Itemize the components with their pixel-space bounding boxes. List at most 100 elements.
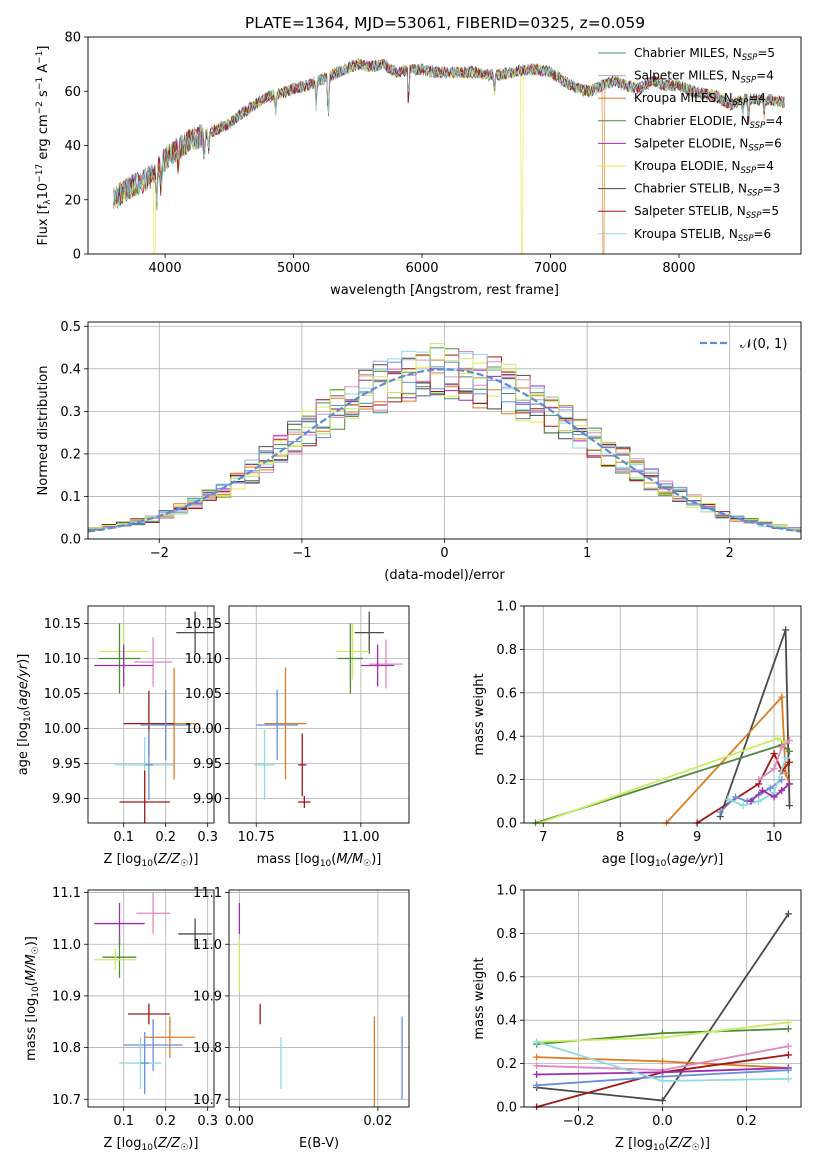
label-part: ☉ [180,859,188,869]
weight-series-marker [784,1075,792,1083]
legend-label-text: Salpeter ELODIE, N [634,136,748,150]
weight_vs_Z-series [533,910,792,1110]
y-tick-label: 0.4 [496,1014,517,1029]
y-tick-label: 0.3 [60,405,81,420]
label-part: A [36,64,51,77]
y-tick-label: 0.5 [60,320,81,335]
label-part: 10 [141,859,153,869]
errorbar-point [360,644,395,687]
weight_vs_Z-axes: −0.2 0.0 0.2 0.0 0.2 0.4 0.6 0.8 1.0 [496,884,801,1129]
legend-label: Salpeter ELODIE, NSSP=6 [634,136,782,153]
age_vs_Z-xlabel: Z [log10(Z/Z☉)] [104,852,199,869]
legend-label-tail: =6 [754,227,772,241]
age_vs_mass-xlabel: mass [log10(M/M☉)] [257,852,382,869]
weight-series-marker [784,1018,792,1026]
weight-series-line [539,737,787,824]
y-tick-label: 1.0 [496,884,517,899]
x-tick-label: −1 [292,546,311,561]
errorbar-point [94,949,137,971]
legend-label: Chabrier ELODIE, NSSP=4 [634,114,783,131]
label-part: M/M [24,954,39,981]
label-part: −1 [35,77,45,90]
weight-series-line [719,778,783,813]
label-part: ☉ [692,1143,700,1153]
x-tick-label: 7000 [534,261,567,276]
x-tick-label: 4000 [149,261,182,276]
legend-label-tail: =4 [765,114,783,128]
errorbar-point [337,623,363,694]
weight-series-marker [785,780,793,788]
weight-series-line [719,629,791,817]
y-tick-label: 0 [73,248,81,263]
y-tick-label: 11.0 [52,938,81,953]
y-tick-label: 10.9 [52,989,81,1004]
mass_vs_EBV-frame [228,889,410,1108]
label-part: M/M [336,852,363,867]
hist-legend: 𝒩(0, 1) [700,337,787,352]
errorbar-point [140,690,191,760]
y-tick-label: 0.1 [60,490,81,505]
label-part: λ [43,199,53,205]
mass_vs_Z-ylabel: mass [log10(M/M☉)] [24,936,41,1061]
label-part: Z/Z [157,1136,181,1151]
legend-label-text: Chabrier ELODIE, N [634,114,750,128]
legend-label-sub: SSP [747,189,763,199]
y-tick-label: 10.7 [193,1093,222,1108]
weight-series-marker [782,626,790,634]
weight-series-marker [784,1051,792,1059]
errorbar-point [264,667,307,780]
weight-series-marker [533,1070,541,1078]
y-tick-label: 0.4 [60,362,81,377]
errorbar-point [136,892,170,934]
weight-series-marker [784,1066,792,1074]
legend-label-text: Kroupa STELIB, N [634,227,738,241]
age_vs_mass-points [254,611,403,808]
legend-label-text: Salpeter MILES, N [634,69,741,83]
y-tick-label: 10.05 [44,687,81,702]
spectrum-lines [113,57,785,254]
errorbar-point [123,1019,183,1071]
weight-series-marker [770,765,778,773]
legend-label-sub: SSP [741,166,757,176]
label-part: Z/Z [157,852,181,867]
errorbar-point [254,729,276,800]
spectrum-series-line [113,59,785,204]
legend-label-sub: SSP [741,76,757,86]
label-part: )] [24,936,39,946]
legend-label-sub: SSP [750,121,766,131]
weight-series-marker [778,786,786,794]
x-tick-label: 0.3 [197,1114,218,1129]
legend-label-tail: =5 [757,46,775,60]
legend-label-text: Kroupa ELODIE, N [634,159,741,173]
spectrum-axes: 4000 5000 6000 7000 8000 0 20 40 60 80 [64,31,695,277]
weight_vs_age-xlabel: age [log10(age/yr)] [602,852,724,869]
y-tick-label: 40 [64,139,81,154]
weight-series-marker [732,793,740,801]
weight-series-line [665,694,791,824]
spectrum-frame [87,36,802,255]
x-tick-label: −2 [150,546,169,561]
label-part: Flux [f [36,204,51,245]
weight-series-marker [659,1034,666,1042]
legend-label: Kroupa STELIB, NSSP=6 [634,227,771,244]
weight-series-marker [659,1077,666,1085]
label-part: erg cm [36,114,51,163]
mass_vs_EBV-axes: 0.00 0.02 10.7 10.8 10.9 11.0 11.1 [193,886,409,1129]
x-tick-label: 6000 [405,261,438,276]
x-tick-label: 0 [440,546,448,561]
label-part: )] [713,852,723,867]
x-tick-label: 8 [616,830,624,845]
weight-series-marker [659,1096,666,1104]
x-tick-label: 10 [766,830,783,845]
legend-label-tail: =5 [761,204,779,218]
mass_vs_Z-axes: 0.1 0.2 0.3 10.7 10.8 10.9 11.0 11.1 [52,886,218,1129]
normal-curve-line [88,368,801,533]
legend-label-sub: SSP [748,143,764,153]
legend-label-sub: SSP [742,53,758,63]
label-part: 10 [320,859,332,869]
age_vs_Z-ylabel: age [log10(age/yr)] [16,654,33,776]
mass_vs_EBV-points [238,902,403,1107]
y-tick-label: 0.2 [60,447,81,462]
